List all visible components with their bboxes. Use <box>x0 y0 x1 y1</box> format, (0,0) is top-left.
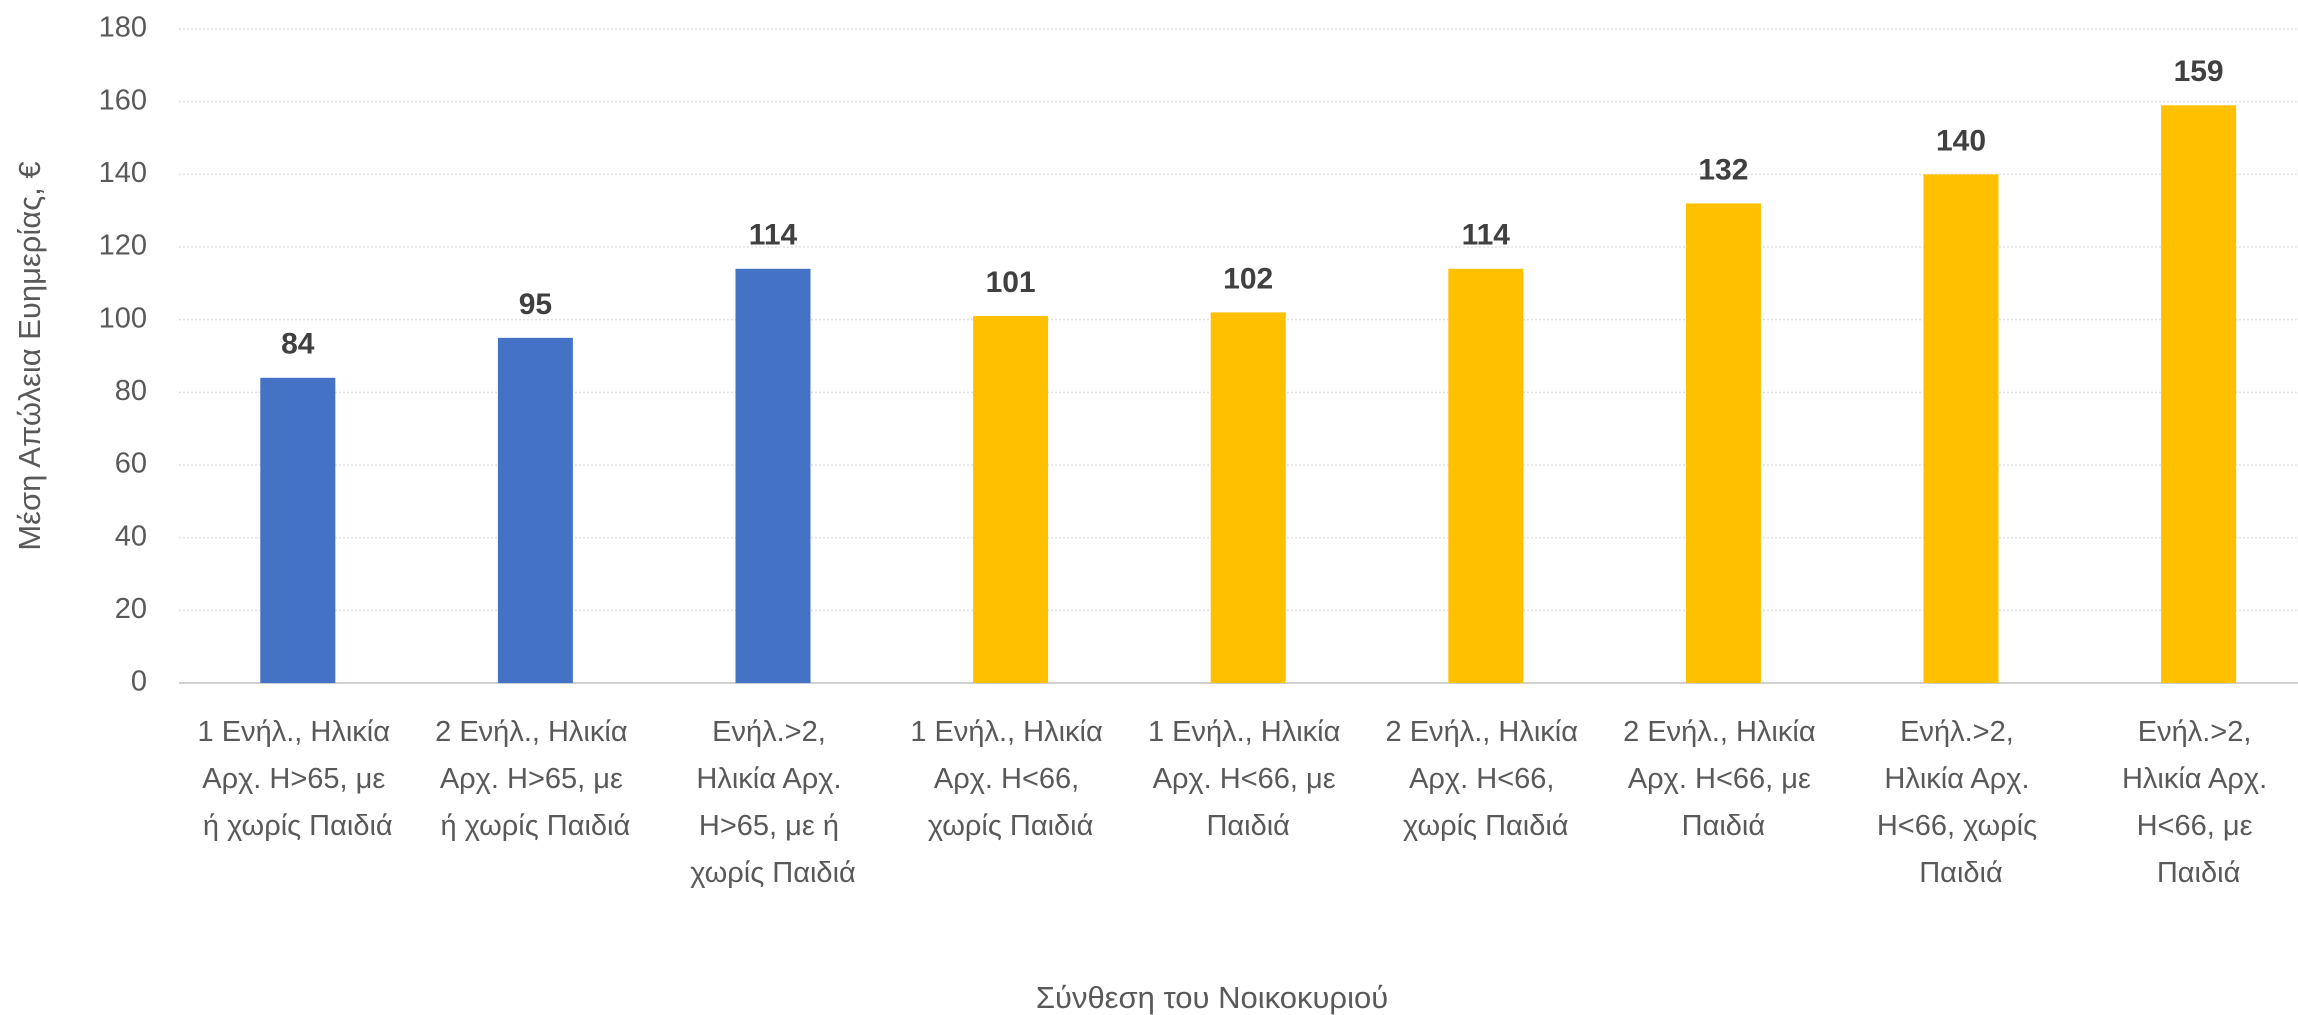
x-tick-label: 2 Ενήλ., Ηλικία Αρχ. Η<66, χωρίς Παιδιά <box>1386 716 1586 842</box>
x-tick-label: 1 Ενήλ., Ηλικία Αρχ. Η<66, χωρίς Παιδιά <box>910 716 1110 842</box>
bar <box>735 268 811 683</box>
data-label: 114 <box>749 219 798 252</box>
bar <box>1448 268 1524 683</box>
data-label: 159 <box>2174 55 2224 88</box>
y-tick-label: 140 <box>99 157 147 189</box>
x-axis-title: Σύνθεση του Νοικοκυριού <box>1036 980 1388 1015</box>
x-tick-label: 1 Ενήλ., Ηλικία Αρχ. Η<66, με Παιδιά <box>1148 716 1348 842</box>
bar <box>497 337 573 683</box>
x-tick-label: Ενήλ.>2, Ηλικία Αρχ. Η>65, με ή χωρίς Πα… <box>690 716 856 889</box>
data-label: 132 <box>1698 153 1748 186</box>
data-label: 102 <box>1223 262 1273 295</box>
y-tick-label: 160 <box>99 84 147 116</box>
x-tick-label: 2 Ενήλ., Ηλικία Αρχ. Η>65, με ή χωρίς Πα… <box>435 716 635 842</box>
bar <box>1923 174 1999 684</box>
y-tick-label: 0 <box>131 666 147 698</box>
y-axis-title: Μέση Απώλεια Ευημερίας, € <box>12 161 47 550</box>
data-label: 114 <box>1462 219 1511 252</box>
bar <box>1685 203 1761 683</box>
data-label: 84 <box>281 328 315 361</box>
y-tick-label: 100 <box>99 302 147 334</box>
bar <box>260 377 336 683</box>
x-tick-label: Ενήλ.>2, Ηλικία Αρχ. Η<66, με Παιδιά <box>2122 716 2275 889</box>
data-label: 140 <box>1936 124 1986 157</box>
bar <box>1210 312 1286 683</box>
x-tick-label: 1 Ενήλ., Ηλικία Αρχ. Η>65, με ή χωρίς Πα… <box>198 716 398 842</box>
y-tick-label: 120 <box>99 230 147 262</box>
x-tick-label: Ενήλ.>2, Ηλικία Αρχ. Η<66, χωρίς Παιδιά <box>1877 716 2045 889</box>
bar <box>2161 105 2237 684</box>
data-label: 101 <box>986 266 1036 299</box>
y-tick-label: 40 <box>115 520 147 552</box>
y-tick-label: 20 <box>115 593 147 625</box>
y-tick-label: 80 <box>115 375 147 407</box>
y-tick-label: 60 <box>115 448 147 480</box>
y-tick-label: 180 <box>99 12 147 44</box>
bar <box>973 316 1049 683</box>
x-tick-label: 2 Ενήλ., Ηλικία Αρχ. Η<66, με Παιδιά <box>1623 716 1823 842</box>
data-label: 95 <box>519 288 552 321</box>
